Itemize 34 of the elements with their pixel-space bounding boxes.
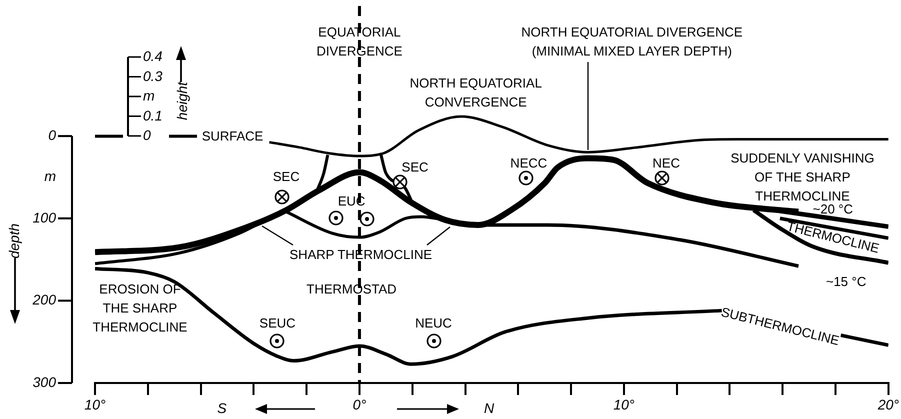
y-tick-label: 300: [32, 374, 56, 390]
annotation: NEC: [652, 156, 680, 171]
annotation: SEUC: [259, 315, 296, 330]
annotation: SEC: [402, 160, 428, 175]
annotation: EQUATORIAL DIVERGENCE: [316, 24, 403, 58]
y2-tick-label: 0.3: [143, 68, 163, 84]
y-tick-label: 200: [32, 292, 56, 308]
y2-tick-label: 0.1: [143, 107, 162, 124]
annotation: NEUC: [415, 315, 452, 330]
text: S: [217, 400, 228, 416]
y-tick-label: m: [44, 168, 56, 184]
y-axis-title: depth: [6, 223, 22, 259]
y2-tick-label: 0: [143, 127, 151, 144]
x-tick-label: 0°: [352, 396, 367, 412]
y2-tick-label: 0.4: [143, 48, 163, 64]
annotation: THERMOSTAD: [306, 282, 397, 297]
x-tick-label: 20°: [876, 396, 900, 412]
y2-axis-title: height: [174, 80, 190, 120]
text: N: [484, 400, 495, 416]
annotation: EUC: [338, 193, 366, 208]
annotation: SEC: [272, 168, 300, 184]
annotation: SURFACE: [202, 128, 264, 144]
annotation: SHARP THERMOCLINE: [290, 246, 432, 262]
annotation: ~20 °C: [812, 202, 854, 217]
annotation: ~15 °C: [826, 274, 866, 290]
y-tick-label: 0: [48, 126, 56, 143]
y2-tick-label: m: [143, 88, 155, 104]
x-tick-label: 10°: [84, 396, 106, 412]
x-tick-label: 10°: [613, 396, 635, 412]
y-tick-label: 100: [32, 209, 56, 226]
annotation: NORTH EQUATORIAL DIVERGENCE (MINIMAL MIXED LAYER DEPTH): [521, 24, 743, 58]
annotation: NECC: [510, 156, 548, 171]
annotation: NORTH EQUATORIAL CONVERGENCE: [410, 75, 542, 110]
annotation: SUDDENLY VANISHING OF THE SHARP THERMOCLINE: [730, 150, 874, 204]
